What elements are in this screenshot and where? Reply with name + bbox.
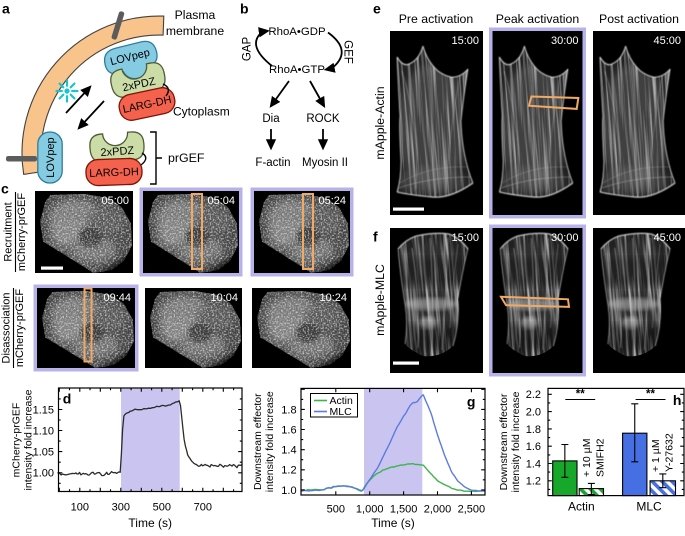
svg-text:Disassociation: Disassociation: [1, 293, 13, 364]
svg-text:SMIFH2: SMIFH2: [595, 438, 607, 477]
svg-text:RhoA•GTP: RhoA•GTP: [269, 64, 325, 76]
svg-text:500: 500: [327, 504, 345, 516]
svg-text:Downstream effector: Downstream effector: [498, 393, 510, 490]
svg-text:g: g: [467, 394, 476, 410]
svg-text:05:00: 05:00: [101, 195, 129, 207]
svg-text:1.10: 1.10: [33, 425, 54, 437]
svg-text:2xPDZ: 2xPDZ: [100, 145, 135, 159]
svg-text:Y-27632: Y-27632: [664, 433, 676, 472]
svg-text:1.15: 1.15: [33, 404, 54, 416]
svg-text:Actin: Actin: [568, 500, 595, 514]
svg-text:05:04: 05:04: [207, 195, 235, 207]
svg-text:500: 500: [153, 502, 171, 514]
svg-text:mCherry-prGEF: mCherry-prGEF: [11, 403, 23, 478]
svg-text:Recruitment: Recruitment: [3, 202, 15, 261]
svg-text:Pre activation: Pre activation: [399, 12, 474, 26]
svg-text:100: 100: [71, 502, 89, 514]
svg-text:Actin: Actin: [330, 395, 354, 407]
svg-text:1.6: 1.6: [281, 424, 296, 436]
svg-text:intensity fold increase: intensity fold increase: [264, 391, 276, 492]
svg-text:membrane: membrane: [166, 24, 224, 38]
svg-text:LARG-DH: LARG-DH: [89, 166, 139, 180]
svg-text:15:00: 15:00: [451, 232, 479, 244]
svg-text:1.8: 1.8: [281, 404, 296, 416]
svg-text:f: f: [373, 229, 378, 245]
svg-text:MLC: MLC: [636, 500, 662, 514]
svg-text:ROCK: ROCK: [306, 113, 340, 125]
svg-text:Plasma: Plasma: [175, 8, 216, 22]
svg-text:GEF: GEF: [342, 40, 354, 64]
svg-text:1.6: 1.6: [526, 441, 541, 453]
svg-text:15:00: 15:00: [451, 35, 479, 47]
svg-text:2,500: 2,500: [458, 504, 486, 516]
svg-text:d: d: [63, 391, 72, 407]
svg-text:mCherry-prGEF: mCherry-prGEF: [16, 193, 28, 272]
svg-text:c: c: [1, 181, 9, 197]
svg-text:1.0: 1.0: [281, 485, 296, 497]
svg-text:1.4: 1.4: [281, 445, 296, 457]
svg-text:Cytoplasm: Cytoplasm: [173, 105, 230, 119]
svg-text:intensity fold increase: intensity fold increase: [510, 391, 522, 492]
svg-text:1.05: 1.05: [33, 447, 54, 459]
svg-text:700: 700: [194, 502, 212, 514]
svg-text:1,500: 1,500: [390, 504, 418, 516]
svg-text:10:04: 10:04: [210, 292, 238, 304]
svg-text:MLC: MLC: [330, 406, 353, 418]
svg-text:Time (s): Time (s): [371, 516, 415, 530]
svg-text:intensity fold increase: intensity fold increase: [23, 389, 35, 490]
svg-text:10:24: 10:24: [319, 292, 347, 304]
svg-text:Time (s): Time (s): [128, 516, 172, 530]
svg-text:2.2: 2.2: [526, 389, 541, 401]
svg-text:05:24: 05:24: [318, 195, 346, 207]
svg-text:Post activation: Post activation: [599, 12, 679, 26]
svg-text:a: a: [2, 1, 10, 17]
svg-text:prGEF: prGEF: [168, 151, 205, 165]
svg-text:mApple-MLC: mApple-MLC: [373, 264, 387, 336]
svg-text:Dia: Dia: [262, 113, 280, 125]
svg-text:30:00: 30:00: [551, 35, 579, 47]
svg-text:mCherry-prGEF: mCherry-prGEF: [14, 289, 26, 368]
svg-text:30:00: 30:00: [551, 232, 579, 244]
svg-text:**: **: [646, 389, 655, 401]
svg-text:1.4: 1.4: [526, 458, 541, 470]
svg-text:e: e: [373, 1, 381, 17]
svg-text:09:44: 09:44: [103, 292, 131, 304]
svg-text:+ 1 µM: + 1 µM: [650, 439, 662, 472]
svg-text:+ 10 µM: + 10 µM: [581, 439, 593, 477]
svg-text:45:00: 45:00: [653, 35, 681, 47]
svg-text:1.00: 1.00: [33, 468, 54, 480]
svg-text:2,000: 2,000: [424, 504, 452, 516]
svg-text:1.8: 1.8: [526, 424, 541, 436]
svg-text:300: 300: [112, 502, 130, 514]
svg-text:1.2: 1.2: [281, 465, 296, 477]
svg-text:h: h: [673, 392, 682, 408]
svg-text:Myosin II: Myosin II: [302, 157, 348, 169]
svg-text:Peak activation: Peak activation: [496, 12, 580, 26]
svg-text:b: b: [240, 1, 249, 17]
svg-text:1,000: 1,000: [356, 504, 384, 516]
svg-text:GAP: GAP: [242, 37, 254, 62]
svg-text:mApple-Actin: mApple-Actin: [373, 86, 387, 159]
svg-text:**: **: [576, 389, 585, 401]
svg-text:LOVpep: LOVpep: [45, 137, 57, 177]
svg-text:Downstream effector: Downstream effector: [252, 393, 264, 490]
svg-text:RhoA•GDP: RhoA•GDP: [268, 26, 325, 38]
svg-text:45:00: 45:00: [653, 232, 681, 244]
svg-text:1.2: 1.2: [526, 476, 541, 488]
svg-text:F-actin: F-actin: [255, 157, 290, 169]
svg-text:2.0: 2.0: [526, 407, 541, 419]
